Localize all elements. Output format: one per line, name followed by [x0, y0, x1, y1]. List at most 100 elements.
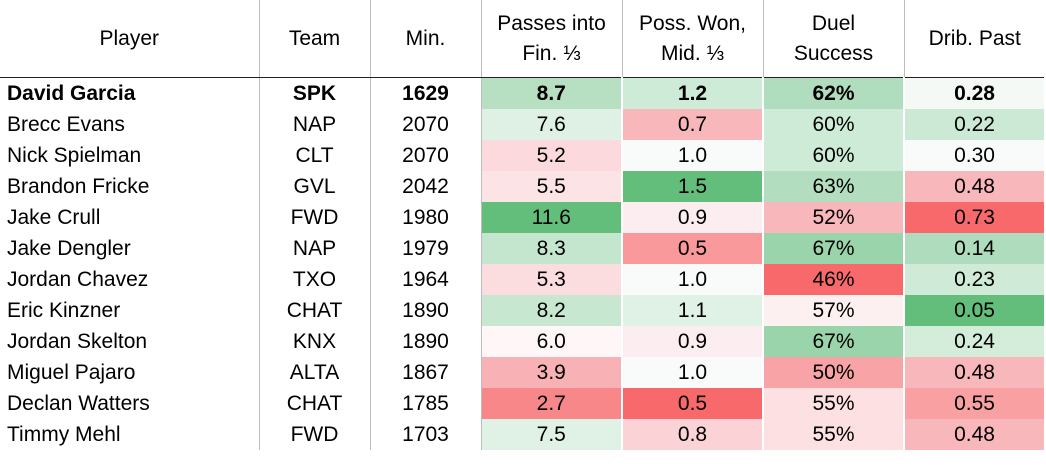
minutes-cell: 1890 [370, 326, 482, 357]
possession-cell: 0.7 [622, 109, 764, 140]
passes-cell: 5.2 [481, 140, 623, 171]
passes-cell: 8.3 [481, 233, 623, 264]
table-row: Jake Dengler NAP 1979 8.3 0.5 67% 0.14 [0, 233, 1046, 264]
passes-cell: 2.7 [481, 388, 623, 419]
player-cell: Declan Watters [0, 388, 260, 419]
minutes-cell: 1980 [370, 202, 482, 233]
header-duel-line-2: Success [793, 41, 874, 65]
team-cell: FWD [259, 202, 371, 233]
minutes-cell: 1979 [370, 233, 482, 264]
possession-cell: 1.5 [622, 171, 764, 202]
duel-cell: 50% [763, 357, 905, 388]
player-cell: David Garcia [0, 77, 260, 109]
possession-cell: 0.9 [622, 202, 764, 233]
table-row: David Garcia SPK 1629 8.7 1.2 62% 0.28 [0, 77, 1046, 109]
table-row: Eric Kinzner CHAT 1890 8.2 1.1 57% 0.05 [0, 295, 1046, 326]
player-cell: Timmy Mehl [0, 419, 260, 450]
table-row: Nick Spielman CLT 2070 5.2 1.0 60% 0.30 [0, 140, 1046, 171]
duel-cell: 55% [763, 388, 905, 419]
possession-cell: 1.1 [622, 295, 764, 326]
header-player: Player [0, 0, 260, 78]
duel-cell: 63% [763, 171, 905, 202]
minutes-cell: 2070 [370, 140, 482, 171]
dribbled-past-cell: 0.23 [904, 264, 1046, 295]
table-row: Jordan Chavez TXO 1964 5.3 1.0 46% 0.23 [0, 264, 1046, 295]
dribbled-past-cell: 0.48 [904, 419, 1046, 450]
minutes-cell: 1703 [370, 419, 482, 450]
team-cell: TXO [259, 264, 371, 295]
possession-cell: 0.9 [622, 326, 764, 357]
duel-cell: 60% [763, 109, 905, 140]
duel-cell: 67% [763, 233, 905, 264]
possession-cell: 1.0 [622, 357, 764, 388]
team-cell: CHAT [259, 295, 371, 326]
possession-cell: 0.5 [622, 388, 764, 419]
header-passes-line-1: Passes into [497, 11, 606, 35]
passes-cell: 6.0 [481, 326, 623, 357]
table-row: Jake Crull FWD 1980 11.6 0.9 52% 0.73 [0, 202, 1046, 233]
team-cell: GVL [259, 171, 371, 202]
passes-cell: 8.7 [481, 77, 623, 109]
minutes-cell: 1629 [370, 77, 482, 109]
duel-cell: 55% [763, 419, 905, 450]
player-cell: Jordan Chavez [0, 264, 260, 295]
dribbled-past-cell: 0.24 [904, 326, 1046, 357]
passes-cell: 11.6 [481, 202, 623, 233]
minutes-cell: 2070 [370, 109, 482, 140]
passes-cell: 8.2 [481, 295, 623, 326]
header-drib-line-1: Drib. Past [928, 26, 1021, 50]
duel-cell: 46% [763, 264, 905, 295]
minutes-cell: 1785 [370, 388, 482, 419]
dribbled-past-cell: 0.55 [904, 388, 1046, 419]
table-row: Brecc Evans NAP 2070 7.6 0.7 60% 0.22 [0, 109, 1046, 140]
duel-cell: 52% [763, 202, 905, 233]
player-cell: Jake Crull [0, 202, 260, 233]
dribbled-past-cell: 0.48 [904, 171, 1046, 202]
team-cell: SPK [259, 77, 371, 109]
header-passes-final-third: Passes into Fin. ⅓ [481, 0, 623, 78]
player-cell: Jordan Skelton [0, 326, 260, 357]
duel-cell: 57% [763, 295, 905, 326]
table-row: Timmy Mehl FWD 1703 7.5 0.8 55% 0.48 [0, 419, 1046, 450]
header-passes-line-2: Fin. ⅓ [522, 41, 581, 65]
passes-cell: 3.9 [481, 357, 623, 388]
header-minutes-line-1: Min. [405, 26, 446, 50]
dribbled-past-cell: 0.05 [904, 295, 1046, 326]
possession-cell: 1.2 [622, 77, 764, 109]
dribbled-past-cell: 0.22 [904, 109, 1046, 140]
dribbled-past-cell: 0.30 [904, 140, 1046, 171]
team-cell: FWD [259, 419, 371, 450]
header-duel-line-1: Duel [811, 11, 856, 35]
possession-cell: 0.5 [622, 233, 764, 264]
table-row: Brandon Fricke GVL 2042 5.5 1.5 63% 0.48 [0, 171, 1046, 202]
team-cell: ALTA [259, 357, 371, 388]
minutes-cell: 1867 [370, 357, 482, 388]
stats-table: Player Team Min. Passes into Fin. ⅓ Poss.… [0, 0, 1046, 450]
table-body: David Garcia SPK 1629 8.7 1.2 62% 0.28 Brecc Ev… [0, 77, 1046, 450]
header-possession-won-mid-third: Poss. Won, Mid. ⅓ [622, 0, 764, 78]
dribbled-past-cell: 0.14 [904, 233, 1046, 264]
dribbled-past-cell: 0.48 [904, 357, 1046, 388]
header-dribbled-past: Drib. Past [904, 0, 1045, 78]
possession-cell: 0.8 [622, 419, 764, 450]
passes-cell: 7.6 [481, 109, 623, 140]
dribbled-past-cell: 0.73 [904, 202, 1046, 233]
possession-cell: 1.0 [622, 140, 764, 171]
player-cell: Miguel Pajaro [0, 357, 260, 388]
minutes-cell: 1964 [370, 264, 482, 295]
team-cell: KNX [259, 326, 371, 357]
minutes-cell: 1890 [370, 295, 482, 326]
header-poss-line-1: Poss. Won, [639, 11, 746, 35]
dribbled-past-cell: 0.28 [904, 77, 1046, 109]
header-team: Team [259, 0, 371, 78]
header-player-line-1: Player [99, 26, 160, 50]
header-minutes: Min. [370, 0, 482, 78]
duel-cell: 60% [763, 140, 905, 171]
duel-cell: 62% [763, 77, 905, 109]
team-cell: CLT [259, 140, 371, 171]
possession-cell: 1.0 [622, 264, 764, 295]
duel-cell: 67% [763, 326, 905, 357]
team-cell: CHAT [259, 388, 371, 419]
passes-cell: 7.5 [481, 419, 623, 450]
team-cell: NAP [259, 109, 371, 140]
